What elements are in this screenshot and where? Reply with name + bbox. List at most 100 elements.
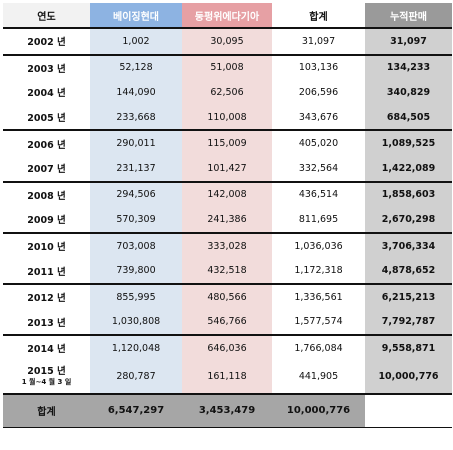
year-cell: 2009 년 <box>3 207 90 233</box>
header-row: 연도 베이징현대 둥펑위에다기아 합계 누적판매 <box>3 3 452 28</box>
total-cell: 31,097 <box>272 28 365 55</box>
cumulative-cell: 1,858,603 <box>365 180 452 208</box>
total-cell: 332,564 <box>272 155 365 182</box>
beijing-cell: 233,668 <box>90 104 182 131</box>
table-row: 2006 년 290,011 115,009 405,020 1,089,525 <box>3 129 452 156</box>
dongfeng-cell: 432,518 <box>182 258 272 284</box>
year-cell: 2015 년 1 월~4 월 3 일 <box>3 360 90 394</box>
header-dongfeng: 둥펑위에다기아 <box>182 3 272 28</box>
total-cell: 1,336,561 <box>272 282 365 310</box>
beijing-cell: 739,800 <box>90 258 182 284</box>
year-label: 2015 년 <box>27 366 66 378</box>
footer-total: 10,000,776 <box>272 392 365 428</box>
dongfeng-cell: 241,386 <box>182 207 272 233</box>
year-cell: 2002 년 <box>3 28 90 55</box>
table-row: 2013 년 1,030,808 546,766 1,577,574 7,792… <box>3 309 452 336</box>
table-row: 2005 년 233,668 110,008 343,676 684,505 <box>3 104 452 131</box>
total-cell: 405,020 <box>272 129 365 156</box>
cumulative-cell: 31,097 <box>365 28 452 55</box>
cumulative-cell: 684,505 <box>365 104 452 131</box>
year-cell: 2004 년 <box>3 80 90 105</box>
table-header: 연도 베이징현대 둥펑위에다기아 합계 누적판매 <box>3 3 452 28</box>
total-cell: 441,905 <box>272 360 365 394</box>
beijing-cell: 855,995 <box>90 282 182 310</box>
beijing-cell: 231,137 <box>90 155 182 182</box>
total-cell: 103,136 <box>272 53 365 81</box>
cumulative-cell: 4,878,652 <box>365 258 452 284</box>
dongfeng-cell: 161,118 <box>182 360 272 394</box>
dongfeng-cell: 62,506 <box>182 80 272 105</box>
total-cell: 1,036,036 <box>272 231 365 259</box>
table-footer: 합계 6,547,297 3,453,479 10,000,776 <box>3 392 452 428</box>
sales-table: 연도 베이징현대 둥펑위에다기아 합계 누적판매 2002 년 1,002 30… <box>3 3 452 428</box>
year-cell: 2013 년 <box>3 309 90 336</box>
beijing-cell: 280,787 <box>90 360 182 394</box>
dongfeng-cell: 101,427 <box>182 155 272 182</box>
beijing-cell: 290,011 <box>90 129 182 156</box>
dongfeng-cell: 480,566 <box>182 282 272 310</box>
table-row: 2014 년 1,120,048 646,036 1,766,084 9,558… <box>3 334 452 361</box>
table-row: 2004 년 144,090 62,506 206,596 340,829 <box>3 80 452 105</box>
footer-row: 합계 6,547,297 3,453,479 10,000,776 <box>3 392 452 428</box>
cumulative-cell: 10,000,776 <box>365 360 452 394</box>
cumulative-cell: 340,829 <box>365 80 452 105</box>
header-beijing: 베이징현대 <box>90 3 182 28</box>
year-cell: 2012 년 <box>3 282 90 310</box>
year-cell: 2006 년 <box>3 129 90 156</box>
beijing-cell: 294,506 <box>90 180 182 208</box>
year-cell: 2010 년 <box>3 231 90 259</box>
total-cell: 1,577,574 <box>272 309 365 336</box>
table-row: 2003 년 52,128 51,008 103,136 134,233 <box>3 53 452 81</box>
beijing-cell: 144,090 <box>90 80 182 105</box>
table-body: 2002 년 1,002 30,095 31,097 31,097 2003 년… <box>3 28 452 394</box>
table-row: 2015 년 1 월~4 월 3 일 280,787 161,118 441,9… <box>3 360 452 394</box>
dongfeng-cell: 546,766 <box>182 309 272 336</box>
cumulative-cell: 7,792,787 <box>365 309 452 336</box>
table-row: 2007 년 231,137 101,427 332,564 1,422,089 <box>3 155 452 182</box>
total-cell: 436,514 <box>272 180 365 208</box>
beijing-cell: 1,030,808 <box>90 309 182 336</box>
footer-beijing: 6,547,297 <box>90 392 182 428</box>
cumulative-cell: 1,422,089 <box>365 155 452 182</box>
cumulative-cell: 6,215,213 <box>365 282 452 310</box>
header-total: 합계 <box>272 3 365 28</box>
cumulative-cell: 134,233 <box>365 53 452 81</box>
year-cell: 2007 년 <box>3 155 90 182</box>
year-cell: 2005 년 <box>3 104 90 131</box>
year-period-note: 1 월~4 월 3 일 <box>21 378 72 387</box>
footer-cumulative <box>365 392 452 428</box>
dongfeng-cell: 30,095 <box>182 28 272 55</box>
table-row: 2012 년 855,995 480,566 1,336,561 6,215,2… <box>3 282 452 310</box>
dongfeng-cell: 333,028 <box>182 231 272 259</box>
beijing-cell: 1,002 <box>90 28 182 55</box>
beijing-cell: 570,309 <box>90 207 182 233</box>
cumulative-cell: 1,089,525 <box>365 129 452 156</box>
total-cell: 343,676 <box>272 104 365 131</box>
beijing-cell: 1,120,048 <box>90 334 182 361</box>
table-row: 2002 년 1,002 30,095 31,097 31,097 <box>3 28 452 55</box>
year-cell: 2008 년 <box>3 180 90 208</box>
beijing-cell: 703,008 <box>90 231 182 259</box>
dongfeng-cell: 51,008 <box>182 53 272 81</box>
table-row: 2010 년 703,008 333,028 1,036,036 3,706,3… <box>3 231 452 259</box>
beijing-cell: 52,128 <box>90 53 182 81</box>
header-year: 연도 <box>3 3 90 28</box>
year-cell: 2014 년 <box>3 334 90 361</box>
cumulative-cell: 3,706,334 <box>365 231 452 259</box>
total-cell: 811,695 <box>272 207 365 233</box>
footer-dongfeng: 3,453,479 <box>182 392 272 428</box>
dongfeng-cell: 115,009 <box>182 129 272 156</box>
footer-label: 합계 <box>3 392 90 428</box>
table-row: 2008 년 294,506 142,008 436,514 1,858,603 <box>3 180 452 208</box>
table-row: 2011 년 739,800 432,518 1,172,318 4,878,6… <box>3 258 452 284</box>
year-cell: 2011 년 <box>3 258 90 284</box>
dongfeng-cell: 646,036 <box>182 334 272 361</box>
header-cumulative: 누적판매 <box>365 3 452 28</box>
table-row: 2009 년 570,309 241,386 811,695 2,670,298 <box>3 207 452 233</box>
total-cell: 1,172,318 <box>272 258 365 284</box>
total-cell: 206,596 <box>272 80 365 105</box>
dongfeng-cell: 110,008 <box>182 104 272 131</box>
total-cell: 1,766,084 <box>272 334 365 361</box>
cumulative-cell: 9,558,871 <box>365 334 452 361</box>
